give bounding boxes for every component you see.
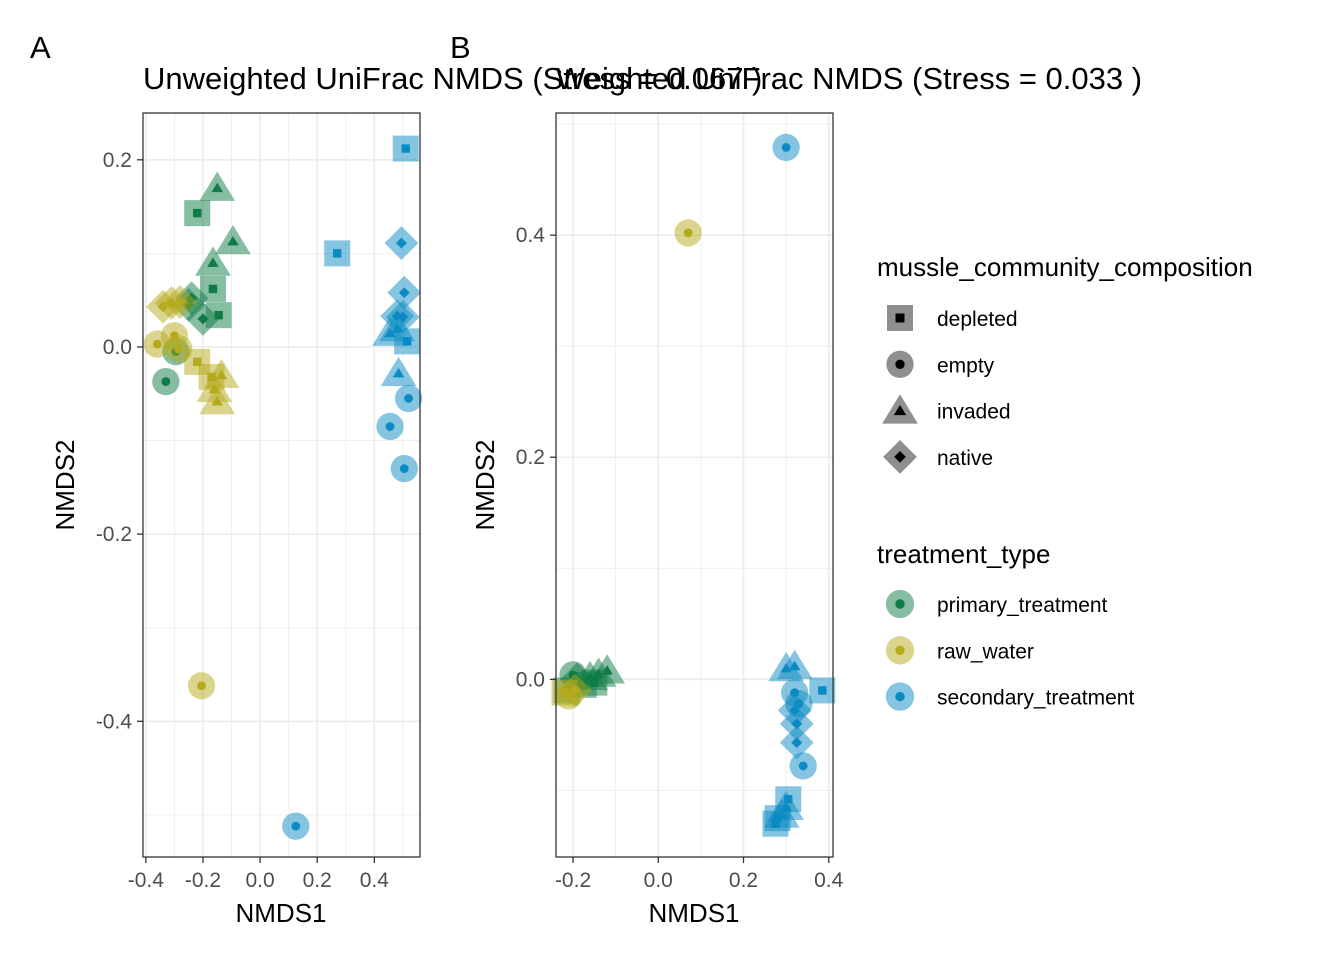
panel-a-title: Unweighted UniFrac NMDS (Stress = 0.067 … bbox=[143, 61, 762, 96]
legend-secondary_treatment-key bbox=[895, 691, 905, 702]
panel-a-point-invaded bbox=[211, 182, 224, 193]
panel-b-point-native bbox=[791, 737, 803, 749]
panel-a-point-depleted bbox=[214, 310, 223, 320]
panel-b-y-tick-label: 0.0 bbox=[516, 668, 545, 691]
panel-b-x-tick-label: -0.2 bbox=[555, 869, 591, 892]
legend-native-label: native bbox=[937, 447, 993, 470]
panel-label-a: A bbox=[30, 30, 51, 65]
panel-a-y-tick-label: -0.2 bbox=[96, 523, 132, 546]
panel-a-point-invaded bbox=[215, 369, 228, 380]
panel-a-points bbox=[143, 135, 423, 840]
panel-a-border bbox=[142, 112, 421, 858]
panel-a-point-invaded bbox=[207, 257, 219, 267]
panel-a-point-native bbox=[174, 296, 186, 308]
panel-a-x-axis-label: NMDS1 bbox=[235, 898, 326, 928]
panel-a-point-invaded bbox=[392, 367, 405, 378]
legend-empty-key bbox=[895, 359, 905, 370]
panel-a-point-depleted bbox=[193, 208, 202, 218]
legend-native-key bbox=[894, 451, 906, 463]
panel-b-point-native bbox=[791, 718, 803, 730]
legend-empty-label: empty bbox=[937, 354, 995, 377]
legend-invaded-label: invaded bbox=[937, 401, 1011, 424]
panel-a-x-tick-label: 0.0 bbox=[245, 869, 274, 892]
panel-a-point-depleted bbox=[193, 357, 202, 367]
panel-a-x-tick-label: -0.4 bbox=[128, 869, 165, 892]
panel-a-grid bbox=[143, 113, 420, 857]
panel-a-point-native bbox=[395, 237, 407, 249]
legend-color-items: primary_treatment raw_water secondary_trea… bbox=[885, 589, 1134, 711]
panel-b-point-invaded bbox=[788, 660, 801, 671]
panel-a-point-empty bbox=[291, 821, 301, 831]
panel-a-point-empty bbox=[399, 464, 409, 474]
panel-a-x-tick-label: 0.2 bbox=[303, 869, 332, 892]
panel-a-y-tick-label: -0.4 bbox=[96, 710, 133, 733]
panel-b-y-tick-label: 0.4 bbox=[516, 224, 546, 247]
legend-primary_treatment-key bbox=[895, 599, 905, 609]
panel-b-x-axis-label: NMDS1 bbox=[648, 898, 739, 928]
panel-b-y-tick-label: 0.2 bbox=[516, 446, 545, 469]
panel-b-point-empty bbox=[781, 143, 791, 152]
legend: mussle_community_composition depleted emp… bbox=[877, 252, 1253, 711]
panel-a-point-empty bbox=[404, 394, 413, 403]
panel-label-b: B bbox=[450, 30, 471, 65]
panel-a-point-invaded bbox=[211, 395, 224, 406]
legend-raw_water-label: raw_water bbox=[937, 640, 1034, 663]
legend-primary_treatment-label: primary_treatment bbox=[937, 594, 1108, 617]
panel-b-x-tick-label: 0.4 bbox=[814, 869, 844, 892]
panel-b-title: Weighted UniFrac NMDS (Stress = 0.033 ) bbox=[556, 61, 1142, 96]
legend-shape-items: depleted empty invaded native bbox=[882, 305, 1018, 474]
panel-b-point-depleted bbox=[560, 688, 569, 697]
panel-a-y-axis-label: NMDS2 bbox=[50, 439, 80, 530]
panel-a-point-empty bbox=[161, 377, 171, 386]
panel-b-x-tick-label: 0.2 bbox=[729, 869, 758, 892]
panel-a-point-native bbox=[398, 287, 410, 299]
panel-a-point-depleted bbox=[208, 284, 218, 294]
legend-shape-title: mussle_community_composition bbox=[877, 252, 1253, 282]
panel-a-point-depleted bbox=[401, 144, 410, 153]
panel-a-point-empty bbox=[197, 681, 206, 691]
legend-color-title: treatment_type bbox=[877, 539, 1050, 569]
panel-a-point-invaded bbox=[227, 235, 239, 246]
panel-a-ticks: -0.4 -0.2 0.0 0.2 0.4 -0.4 -0.2 0.0 0.2 bbox=[96, 149, 389, 892]
legend-depleted-key bbox=[895, 313, 905, 323]
panel-a-point-empty bbox=[152, 339, 162, 349]
legend-secondary_treatment-label: secondary_treatment bbox=[937, 687, 1134, 710]
panel-b-x-tick-label: 0.0 bbox=[644, 869, 673, 892]
panel-a-x-tick-label: -0.2 bbox=[185, 869, 221, 892]
panel-a-point-depleted bbox=[402, 337, 412, 346]
legend-raw_water-key bbox=[895, 645, 905, 656]
panel-b-y-axis-label: NMDS2 bbox=[470, 439, 500, 530]
legend-depleted-label: depleted bbox=[937, 308, 1018, 331]
panel-b-point-empty bbox=[683, 228, 693, 238]
panel-b-point-depleted bbox=[771, 819, 780, 828]
panel-a-y-tick-label: 0.0 bbox=[103, 336, 132, 359]
panel-b-point-depleted bbox=[818, 686, 827, 695]
panel-b-weighted-nmds: Weighted UniFrac NMDS (Stress = 0.033 ) … bbox=[470, 61, 1142, 928]
panel-b-point-empty bbox=[798, 761, 808, 771]
legend-invaded-key bbox=[893, 404, 907, 416]
panel-b-points bbox=[551, 133, 836, 837]
panel-a-point-empty bbox=[385, 422, 395, 431]
panel-b-border bbox=[555, 112, 834, 858]
panel-a-y-tick-label: 0.2 bbox=[103, 149, 132, 172]
panel-a-point-depleted bbox=[332, 249, 342, 258]
panel-a-x-tick-label: 0.4 bbox=[360, 869, 390, 892]
panel-b-ticks: -0.2 0.0 0.2 0.4 0.0 0.2 0.4 bbox=[516, 224, 844, 892]
panel-a-point-empty bbox=[174, 344, 184, 354]
panel-a-unweighted-nmds: Unweighted UniFrac NMDS (Stress = 0.067 … bbox=[50, 61, 762, 928]
